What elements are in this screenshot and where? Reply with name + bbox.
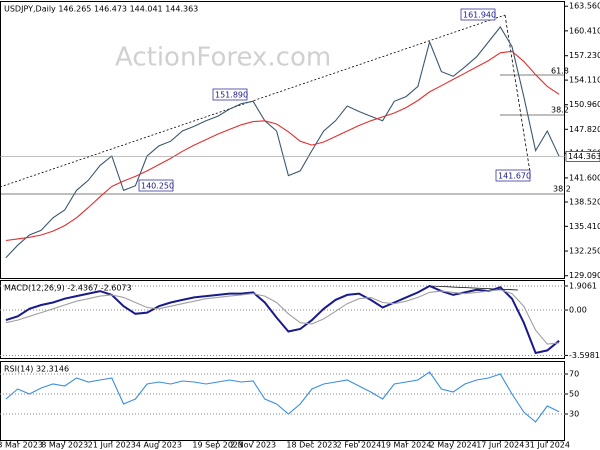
price-frame [0, 1, 565, 279]
x-tick-label: 21 Jun 2023 [88, 441, 136, 450]
x-tick-label: 4 Aug 2023 [136, 441, 182, 450]
y-tick-label: 141.600 [569, 173, 600, 182]
trendline [0, 14, 506, 188]
y-tick-label: 147.820 [569, 125, 600, 134]
x-tick-label: 23 Mar 2023 [0, 441, 43, 450]
series-line [5, 289, 560, 345]
x-tick-label: 19 Mar 2024 [381, 441, 432, 450]
fib-label: 61.8 [551, 67, 569, 76]
y-tick-label: 150.960 [569, 100, 600, 109]
panel-title: MACD(12,26,9) -2.4367 -2.6073 [4, 284, 132, 293]
y-tick-label: -3.5981 [569, 351, 600, 360]
fib-label: 38.2 [551, 106, 569, 115]
x-tick-label: 18 Dec 2023 [286, 441, 337, 450]
y-tick-label: 132.250 [569, 247, 600, 256]
annotation-box [212, 88, 248, 101]
x-tick-label: 2 May 2024 [430, 441, 477, 450]
x-tick-label: 31 Jul 2024 [525, 441, 570, 450]
series-line [5, 50, 560, 242]
y-tick-label: 138.520 [569, 198, 600, 207]
series-line [5, 371, 560, 423]
x-tick-label: 2 Feb 2024 [337, 441, 382, 450]
y-tick-label: 30 [569, 410, 579, 419]
y-tick-label: 50 [569, 390, 579, 399]
y-tick-label: 135.410 [569, 222, 600, 231]
annotation-box [495, 169, 531, 182]
fib-label: 38.2 [553, 185, 571, 194]
annotation: 161.940 [463, 11, 496, 20]
x-tick-label: 8 May 2023 [41, 441, 88, 450]
rsi-frame [0, 361, 565, 441]
last-price-box [565, 151, 600, 162]
annotation: 141.670 [498, 172, 531, 181]
y-tick-label: 157.230 [569, 51, 600, 60]
y-tick-label: 154.110 [569, 76, 600, 85]
panel-title: RSI(14) 32.3146 [4, 365, 69, 374]
macd-frame [0, 280, 565, 359]
x-tick-label: 2 Nov 2023 [230, 441, 276, 450]
trendline [504, 14, 531, 173]
watermark: ActionForex.com [115, 43, 331, 73]
panel-title: USDJPY,Daily 146.265 146.473 144.041 144… [4, 5, 198, 14]
y-tick-label: 1.9061 [569, 281, 597, 290]
annotation: 151.890 [215, 91, 248, 100]
y-tick-label: 0.00 [569, 306, 587, 315]
annotation-box [460, 8, 496, 21]
series-line [5, 26, 560, 259]
y-tick-label: 129.090 [569, 271, 600, 280]
series-line [5, 284, 560, 355]
x-tick-label: 17 Jun 2024 [476, 441, 524, 450]
annotation: 140.250 [141, 182, 174, 191]
x-tick-label: 19 Sep 2023 [192, 441, 243, 450]
annotation-box [138, 179, 174, 192]
last-price-label: 144.363 [568, 152, 600, 161]
y-tick-label: 70 [569, 370, 579, 379]
y-tick-label: 160.410 [569, 26, 600, 35]
y-tick-label: 163.560 [569, 2, 600, 11]
